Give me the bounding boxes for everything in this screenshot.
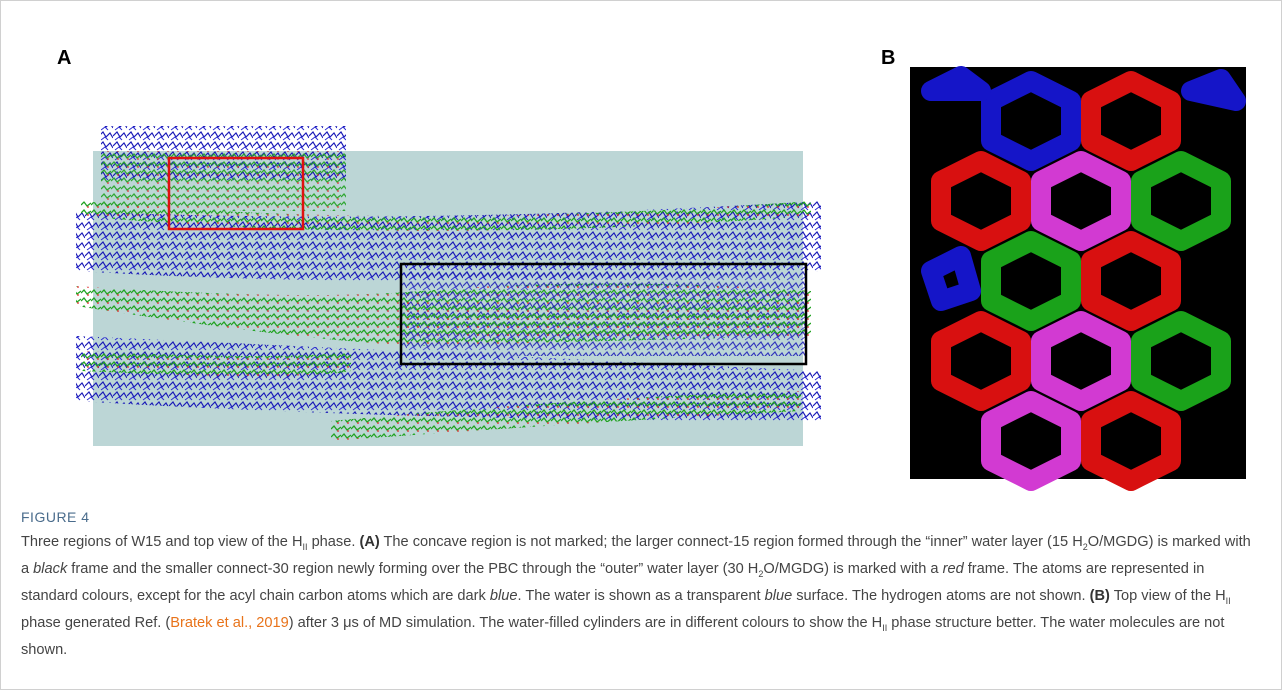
caption-text: ) after 3 μs of MD simulation. The water… [288, 614, 883, 631]
caption-text: phase structure better. The water molecu… [21, 614, 1225, 658]
citation-link[interactable]: Bratek et al., 2019 [170, 614, 289, 631]
figure-label: FIGURE 4 [21, 509, 90, 525]
caption-subscript: 2 [758, 568, 764, 579]
figure-art [76, 66, 1246, 491]
caption-text: O/MGDG) is marked with a [763, 560, 943, 577]
figure-caption: Three regions of W15 and top view of the… [21, 531, 1261, 661]
caption-subscript: II [1225, 595, 1231, 606]
panel-a-image [76, 126, 821, 446]
caption-subscript: 2 [1082, 541, 1088, 552]
caption-subscript: II [882, 622, 888, 633]
caption-text: frame. The atoms are represented in stan… [21, 560, 1205, 604]
caption-emphasis: blue [489, 587, 518, 604]
caption-emphasis: red [942, 560, 964, 577]
caption-text: phase. [307, 534, 360, 550]
caption-text: Three regions of W15 and top view of the… [21, 534, 303, 550]
caption-panel-ref: (B) [1089, 587, 1110, 604]
panel-label: B [881, 47, 896, 69]
caption-emphasis: blue [764, 587, 793, 604]
caption-text: . The water is shown as a transparent [517, 587, 765, 604]
caption-emphasis: black [33, 560, 68, 577]
caption-text: phase generated Ref. ( [21, 614, 171, 631]
caption-text: Top view of the H [1109, 587, 1226, 604]
panel-b-image [910, 66, 1246, 491]
caption-text: O/MGDG) is marked with a [21, 534, 1251, 577]
caption-text: The concave region is not marked; the la… [379, 534, 1083, 550]
caption-text: frame and the smaller connect-30 region … [67, 560, 759, 577]
panel-label: A [57, 47, 72, 69]
caption-panel-ref: (A) [359, 534, 380, 550]
caption-subscript: II [302, 541, 308, 552]
caption-text: surface. The hydrogen atoms are not show… [792, 587, 1090, 604]
